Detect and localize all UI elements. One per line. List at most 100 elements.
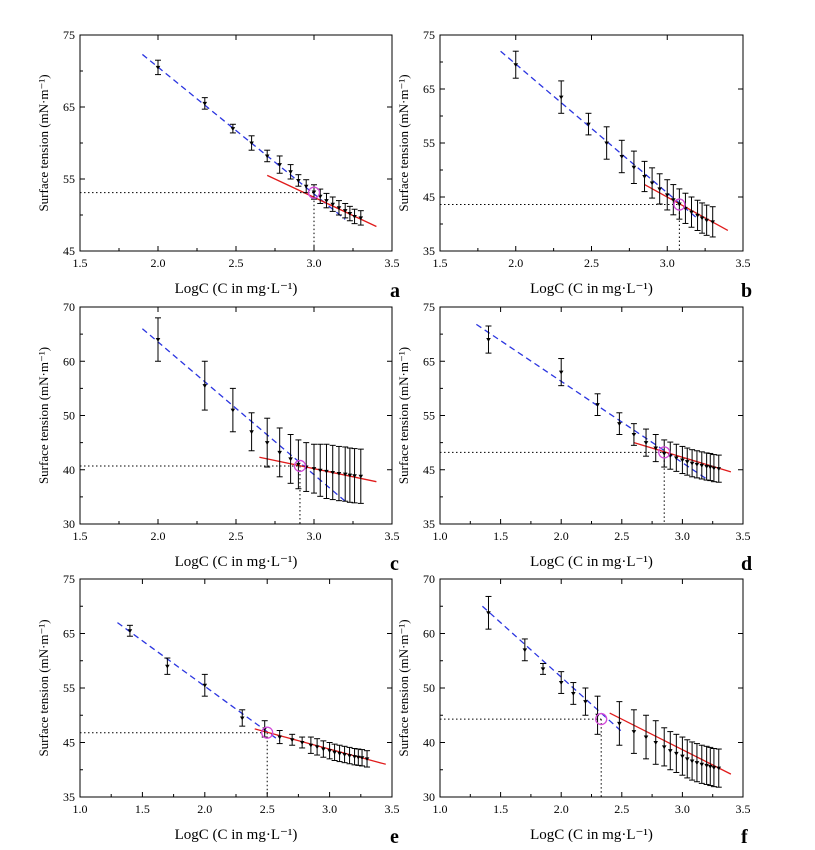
x-axis-label: LogC (C in mg·L⁻¹) — [175, 554, 298, 570]
cmc-marker-circle — [658, 446, 671, 459]
y-tick-label: 70 — [423, 572, 435, 586]
data-point — [324, 199, 329, 203]
y-tick-label: 55 — [423, 136, 435, 150]
y-tick-label: 35 — [63, 790, 75, 804]
x-axis-label: LogC (C in mg·L⁻¹) — [530, 281, 653, 297]
data-point — [558, 95, 564, 100]
data-point — [707, 764, 713, 769]
y-axis-label: Surface tension (mN·m⁻¹) — [396, 74, 411, 211]
y-tick-label: 75 — [423, 28, 435, 42]
data-point — [704, 218, 709, 223]
plot-area — [80, 317, 377, 524]
linear-fit-blue — [141, 328, 346, 502]
data-point — [699, 463, 705, 468]
x-tick-label: 2.0 — [151, 529, 166, 543]
y-tick-label: 75 — [63, 572, 75, 586]
data-point — [277, 735, 282, 740]
data-point — [642, 174, 647, 179]
data-point — [695, 213, 700, 218]
y-tick-label: 45 — [63, 736, 75, 750]
data-point — [513, 63, 519, 67]
data-point — [653, 741, 659, 745]
x-tick-label: 2.0 — [554, 802, 569, 816]
data-point — [347, 473, 353, 478]
x-tick-label: 2.0 — [197, 802, 212, 816]
data-point — [716, 766, 722, 771]
y-tick-label: 65 — [423, 82, 435, 96]
y-tick-label: 65 — [63, 100, 75, 114]
linear-fit-blue — [141, 53, 346, 220]
data-point — [631, 165, 637, 170]
x-tick-label: 1.0 — [433, 802, 448, 816]
data-point — [699, 762, 705, 767]
panel-letter: b — [741, 280, 752, 302]
data-point — [352, 755, 357, 759]
axes-frame — [439, 578, 744, 798]
data-point — [202, 101, 208, 106]
y-tick-label: 30 — [423, 790, 435, 804]
linear-fit-blue — [500, 50, 698, 220]
y-tick-label: 45 — [423, 190, 435, 204]
x-tick-label: 2.5 — [614, 529, 629, 543]
data-point — [299, 741, 305, 745]
data-point — [327, 749, 332, 753]
data-point — [680, 754, 685, 759]
panel-letter: c — [390, 553, 399, 575]
y-tick-label: 45 — [63, 244, 75, 258]
data-point — [311, 467, 317, 471]
x-tick-label: 3.5 — [736, 256, 751, 270]
data-point — [710, 220, 715, 225]
data-point — [155, 65, 161, 70]
data-point — [643, 735, 649, 740]
x-tick-label: 3.5 — [385, 802, 400, 816]
data-point — [342, 752, 347, 757]
data-point — [674, 751, 679, 756]
data-point — [230, 408, 236, 413]
y-tick-label: 60 — [423, 627, 435, 641]
data-point — [486, 611, 491, 616]
data-point — [317, 468, 323, 473]
x-tick-label: 2.0 — [151, 256, 166, 270]
data-point — [671, 198, 676, 202]
data-point — [311, 190, 317, 195]
panel-letter: f — [741, 826, 748, 848]
data-point — [540, 667, 546, 672]
data-point — [707, 465, 713, 470]
data-point — [264, 154, 270, 159]
y-tick-label: 35 — [423, 517, 435, 531]
data-point — [356, 755, 361, 760]
data-point — [364, 757, 370, 762]
y-tick-label: 75 — [63, 28, 75, 42]
x-axis-label: LogC (C in mg·L⁻¹) — [175, 827, 298, 843]
data-point — [330, 470, 336, 475]
panel-f: 1.0 1.5 2.0 2.5 3.0 3.5 30 40 50 60 70 LogC (C in m… — [396, 572, 751, 848]
data-point — [296, 178, 301, 183]
panel-letter: e — [390, 826, 399, 848]
y-tick-label: 75 — [423, 300, 435, 314]
linear-fit-blue — [481, 605, 623, 733]
cmc-marker-circle — [307, 186, 321, 199]
data-point — [296, 462, 301, 467]
data-point — [631, 432, 637, 437]
data-point — [689, 759, 695, 764]
data-point — [330, 202, 336, 207]
y-tick-label: 50 — [423, 681, 435, 695]
data-point — [486, 338, 491, 342]
x-tick-label: 3.0 — [660, 256, 675, 270]
y-tick-label: 40 — [423, 736, 435, 750]
data-point — [704, 464, 709, 469]
data-point — [202, 384, 208, 388]
data-point — [649, 181, 655, 186]
x-tick-label: 2.5 — [229, 256, 244, 270]
y-tick-label: 55 — [63, 681, 75, 695]
x-tick-label: 3.5 — [385, 256, 400, 270]
data-point — [677, 202, 682, 207]
plot-area — [440, 323, 732, 524]
data-point — [699, 216, 705, 221]
data-point — [277, 163, 282, 167]
x-tick-label: 3.0 — [675, 529, 690, 543]
data-point — [127, 629, 133, 634]
data-point — [595, 403, 600, 407]
data-point — [324, 469, 329, 474]
